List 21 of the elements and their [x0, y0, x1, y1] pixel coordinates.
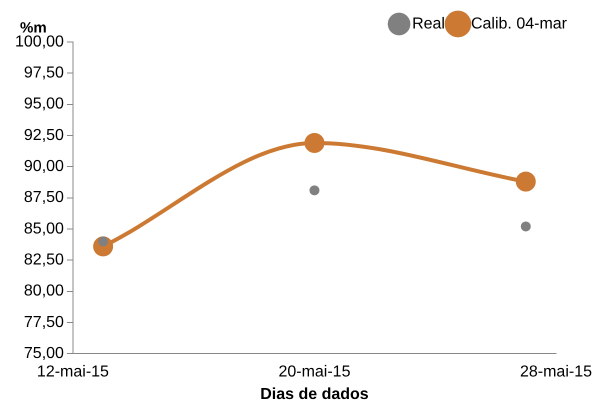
- point: [309, 185, 320, 196]
- legend-label: Real: [412, 15, 445, 32]
- y-tick-label: 97,50: [24, 64, 64, 82]
- point: [520, 221, 531, 232]
- y-tick-label: 85,00: [24, 220, 64, 238]
- x-tick-label: 12-mai-15: [36, 364, 110, 381]
- y-tick-label: 77,50: [24, 314, 64, 331]
- x-tick-label: 28-mai-15: [520, 364, 592, 381]
- legend-label: Calib. 04-mar: [470, 15, 568, 32]
- y-tick-label: 80,00: [24, 282, 64, 300]
- x-tick-label: 20-mai-15: [278, 364, 351, 381]
- y-tick-label: 100,00: [15, 33, 64, 50]
- x-axis-title: Dias de dados: [260, 386, 369, 403]
- y-tick-label: 95,00: [24, 96, 64, 113]
- point: [304, 132, 324, 153]
- y-tick-label: 82,50: [24, 252, 64, 269]
- y-tick-label: 87,50: [24, 189, 64, 206]
- y-tick-label: 92,50: [24, 126, 64, 144]
- y-tick-label: 75,00: [24, 345, 64, 362]
- y-tick-label: 90,00: [24, 158, 64, 176]
- point: [516, 172, 536, 192]
